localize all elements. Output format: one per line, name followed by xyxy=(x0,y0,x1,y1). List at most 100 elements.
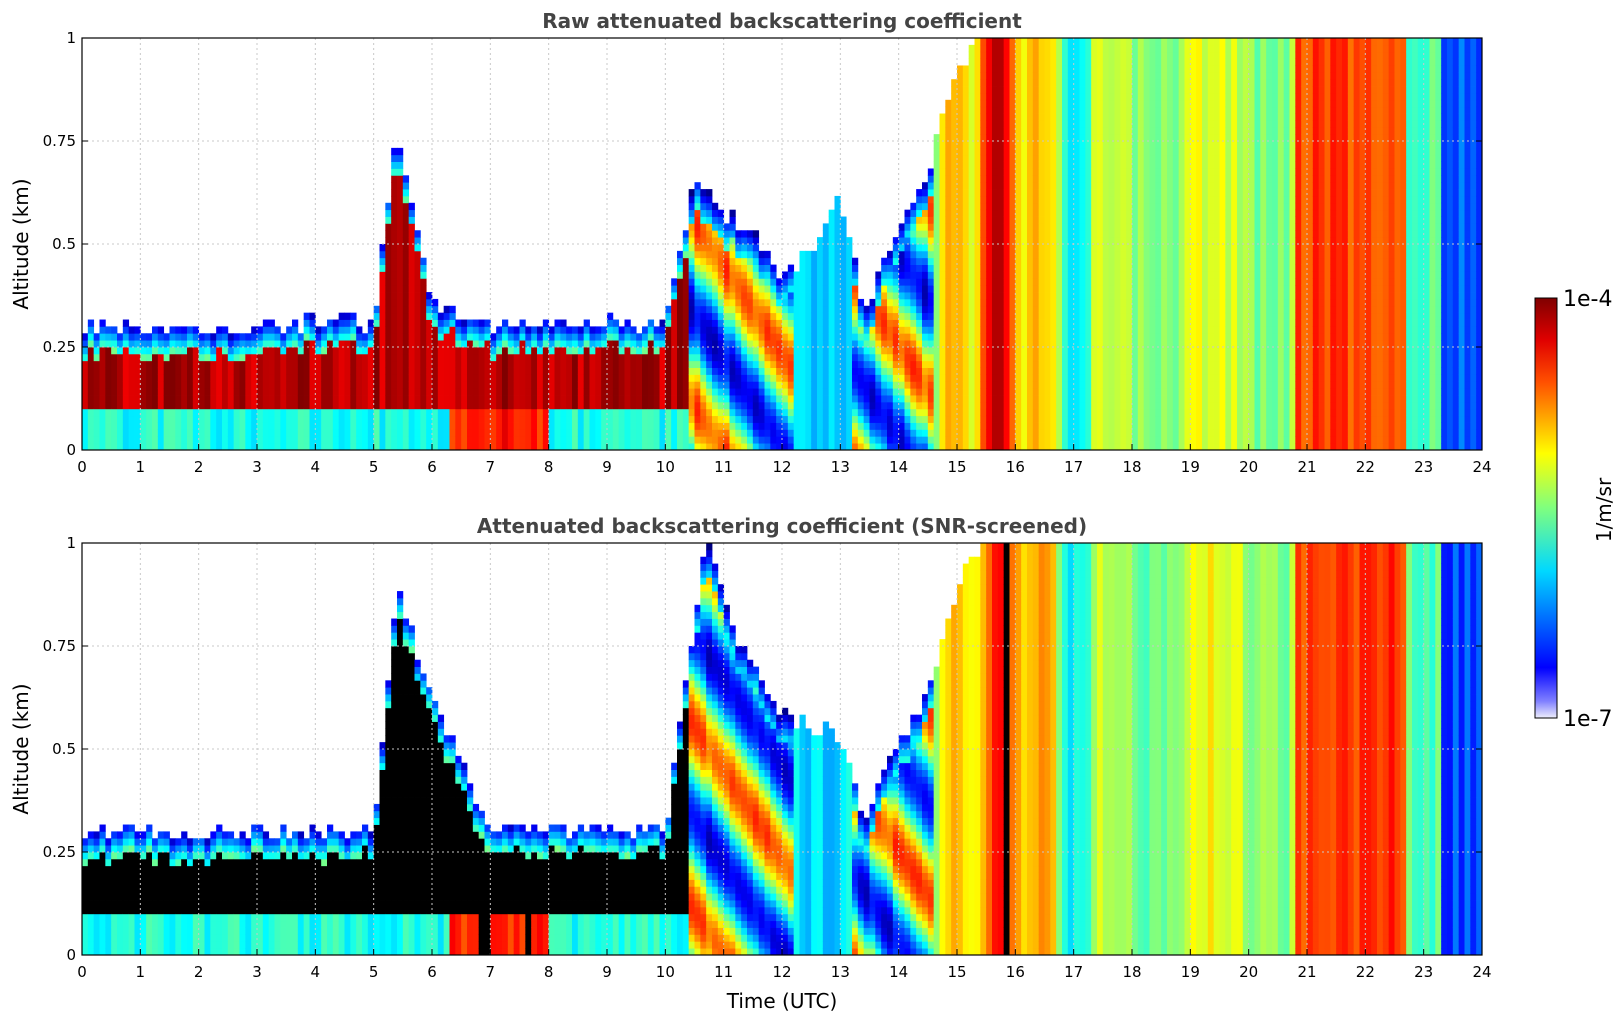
heatmap-cell xyxy=(432,388,439,396)
heatmap-cell xyxy=(140,367,147,375)
heatmap-cell xyxy=(187,347,194,355)
heatmap-cell xyxy=(1009,189,1016,197)
heatmap-cell xyxy=(513,408,520,417)
heatmap-cell xyxy=(140,388,147,396)
heatmap-cell xyxy=(875,401,882,410)
heatmap-cell xyxy=(408,278,415,286)
heatmap-cell xyxy=(682,415,690,423)
heatmap-cell xyxy=(811,298,818,307)
heatmap-cell xyxy=(957,147,964,156)
heatmap-cell xyxy=(583,319,590,327)
heatmap-cell xyxy=(198,401,205,410)
heatmap-cell xyxy=(332,436,340,444)
heatmap-cell xyxy=(204,374,211,382)
heatmap-cell xyxy=(1027,141,1034,149)
heatmap-cell xyxy=(117,353,124,362)
heatmap-cell xyxy=(811,319,818,327)
heatmap-cell xyxy=(665,388,672,396)
heatmap-cell xyxy=(1044,44,1051,53)
heatmap-cell xyxy=(770,408,777,417)
heatmap-cell xyxy=(904,429,911,437)
heatmap-cell xyxy=(1032,99,1040,108)
heatmap-cell xyxy=(192,367,200,375)
heatmap-cell xyxy=(723,298,730,307)
heatmap-cell xyxy=(1056,113,1063,121)
heatmap-cell xyxy=(432,298,439,307)
heatmap-cell xyxy=(875,319,882,327)
heatmap-cell xyxy=(927,374,935,382)
heatmap-cell xyxy=(968,319,975,327)
heatmap-cell xyxy=(636,381,643,389)
heatmap-cell xyxy=(962,436,970,444)
heatmap-cell xyxy=(542,353,550,362)
heatmap-cell xyxy=(700,312,707,320)
heatmap-cell xyxy=(420,264,427,272)
heatmap-cell xyxy=(391,175,398,183)
heatmap-cell xyxy=(945,127,952,135)
heatmap-cell xyxy=(787,353,795,362)
heatmap-cell xyxy=(1003,230,1010,238)
heatmap-cell xyxy=(338,388,345,396)
heatmap-cell xyxy=(1085,285,1092,293)
heatmap-cell xyxy=(688,340,695,348)
heatmap-cell xyxy=(350,415,357,423)
heatmap-cell xyxy=(152,395,159,403)
heatmap-cell xyxy=(163,360,170,368)
heatmap-cell xyxy=(997,312,1005,320)
heatmap-cell xyxy=(1056,223,1063,231)
heatmap-cell xyxy=(157,333,165,341)
heatmap-cell xyxy=(152,326,159,334)
heatmap-cell xyxy=(1073,147,1080,156)
heatmap-cell xyxy=(1062,175,1069,183)
heatmap-cell xyxy=(1050,264,1057,272)
heatmap-cell xyxy=(992,182,999,190)
heatmap-cell xyxy=(548,429,555,437)
heatmap-cell xyxy=(1062,182,1069,190)
heatmap-cell xyxy=(706,257,713,265)
heatmap-cell xyxy=(397,154,404,162)
heatmap-cell xyxy=(163,395,170,403)
heatmap-cell xyxy=(1032,141,1040,149)
heatmap-cell xyxy=(741,257,748,265)
heatmap-cell xyxy=(449,381,456,389)
heatmap-cell xyxy=(922,209,929,217)
heatmap-cell xyxy=(997,250,1005,259)
heatmap-cell xyxy=(694,257,701,265)
heatmap-cell xyxy=(968,264,975,272)
heatmap-cell xyxy=(962,408,970,417)
heatmap-cell xyxy=(712,374,719,382)
heatmap-cell xyxy=(834,326,841,334)
heatmap-cell xyxy=(338,374,345,382)
heatmap-cell xyxy=(869,360,876,368)
heatmap-cell xyxy=(397,319,404,327)
heatmap-cell xyxy=(350,347,357,355)
heatmap-cell xyxy=(945,408,952,417)
heatmap-cell xyxy=(712,429,719,437)
heatmap-cell xyxy=(1073,182,1080,190)
heatmap-cell xyxy=(852,257,859,265)
heatmap-cell xyxy=(694,305,701,314)
heatmap-cell xyxy=(1003,86,1010,94)
heatmap-cell xyxy=(787,374,795,382)
heatmap-cell xyxy=(677,250,684,259)
heatmap-cell xyxy=(875,374,882,382)
heatmap-cell xyxy=(566,381,573,389)
heatmap-cell xyxy=(951,388,958,396)
heatmap-cell xyxy=(863,395,870,403)
heatmap-cell xyxy=(986,154,993,162)
heatmap-cell xyxy=(595,429,602,437)
heatmap-cell xyxy=(408,223,415,231)
heatmap-cell xyxy=(566,422,573,430)
heatmap-cell xyxy=(962,209,970,217)
heatmap-cell xyxy=(653,326,660,334)
heatmap-cell xyxy=(257,422,264,430)
heatmap-cell xyxy=(887,312,894,320)
heatmap-cell xyxy=(980,154,987,162)
heatmap-cell xyxy=(239,436,246,444)
heatmap-cell xyxy=(1056,367,1063,375)
heatmap-cell xyxy=(770,319,777,327)
heatmap-cell xyxy=(793,333,800,341)
heatmap-cell xyxy=(379,271,386,279)
heatmap-cell xyxy=(513,401,520,410)
heatmap-cell xyxy=(443,319,450,327)
